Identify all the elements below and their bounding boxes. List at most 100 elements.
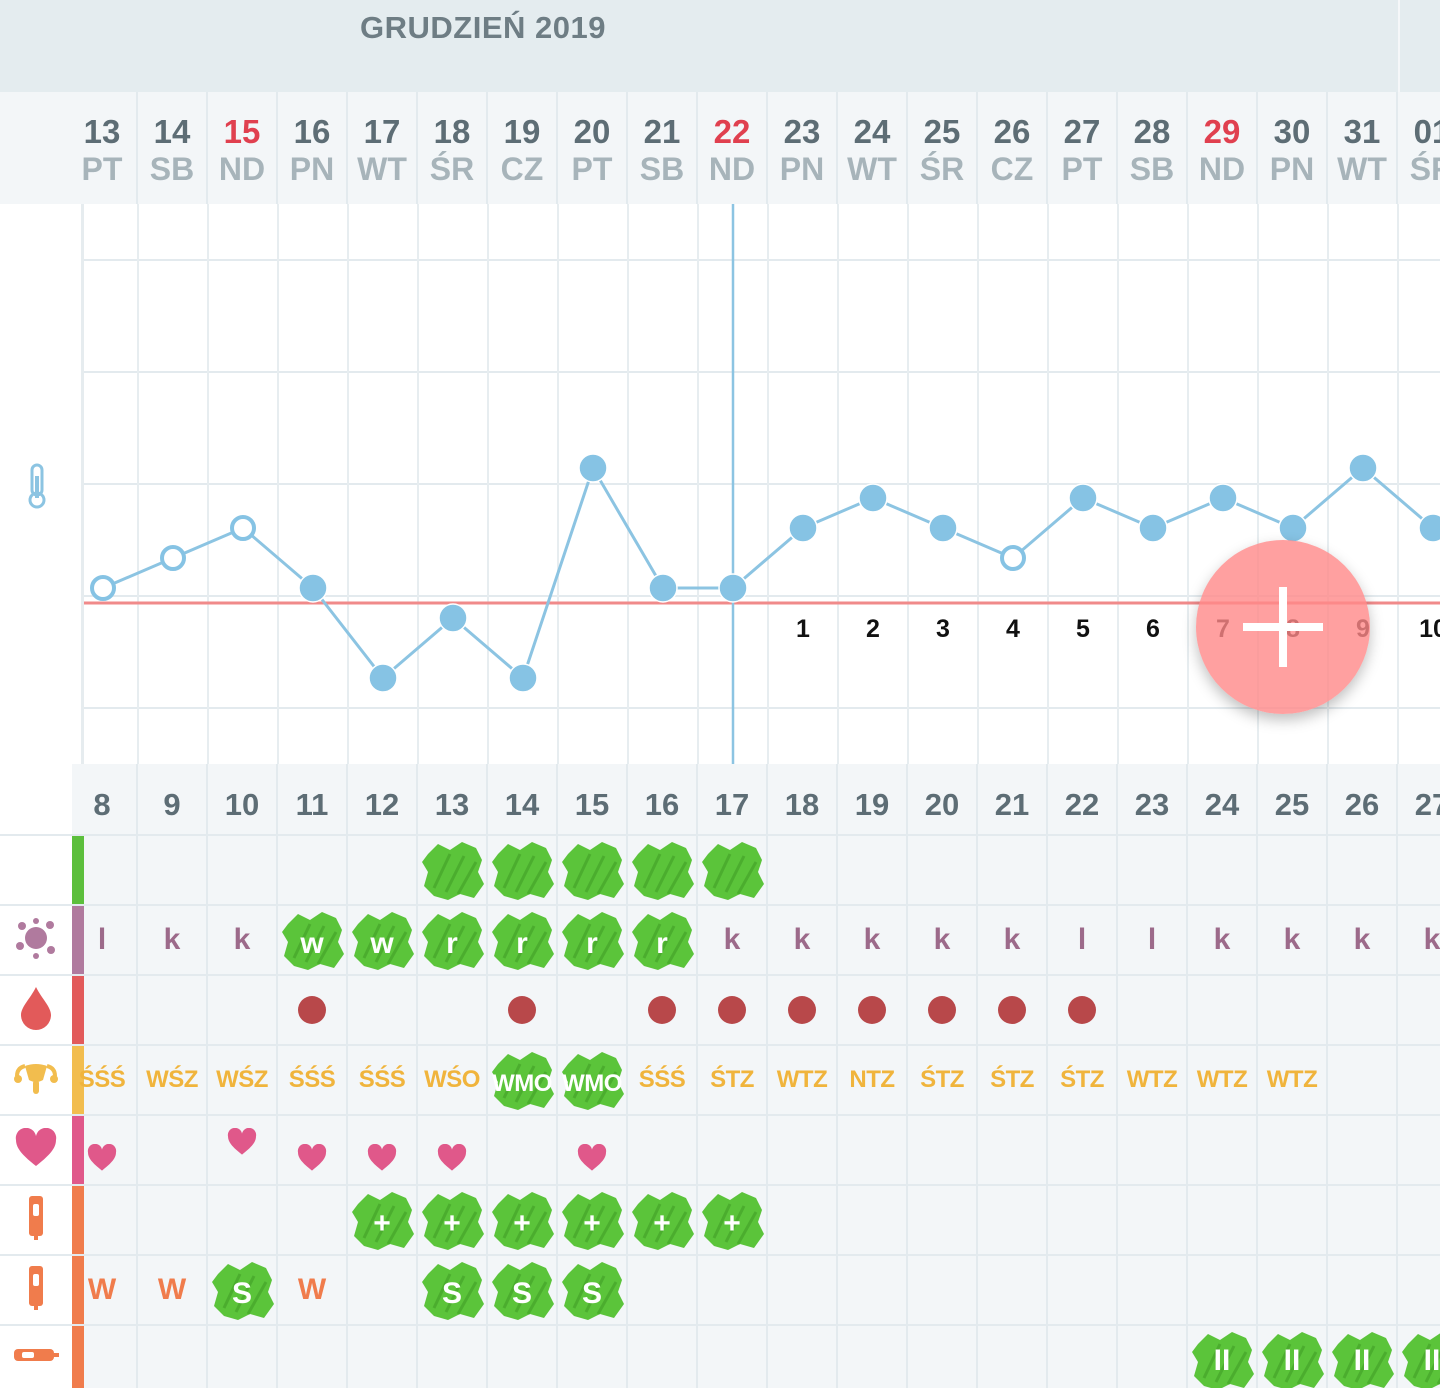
date-cell[interactable]: 18 ŚR	[418, 92, 488, 204]
temperature-point[interactable]	[90, 575, 116, 601]
date-cell[interactable]: 23 PN	[768, 92, 838, 204]
date-cell[interactable]: 24 WT	[838, 92, 908, 204]
parameter-cell[interactable]: +	[698, 1186, 768, 1254]
temperature-point[interactable]	[928, 513, 958, 543]
parameter-cell[interactable]	[68, 1326, 138, 1388]
parameter-cell[interactable]	[348, 1256, 418, 1324]
parameter-cell[interactable]	[978, 1326, 1048, 1388]
temperature-point[interactable]	[508, 663, 538, 693]
parameter-cell[interactable]	[1398, 1116, 1440, 1184]
parameter-cell[interactable]: W	[278, 1256, 348, 1324]
parameter-cell[interactable]	[138, 836, 208, 904]
parameter-cell[interactable]	[278, 1116, 348, 1184]
parameter-cell[interactable]	[768, 836, 838, 904]
temperature-point[interactable]	[1348, 453, 1378, 483]
parameter-cell[interactable]: ŚTZ	[908, 1046, 978, 1114]
parameter-label[interactable]	[0, 976, 72, 1044]
parameter-cell[interactable]	[348, 1326, 418, 1388]
date-cell[interactable]: 25 ŚR	[908, 92, 978, 204]
parameter-cell[interactable]	[1048, 1326, 1118, 1388]
parameter-cell[interactable]	[138, 1116, 208, 1184]
parameter-cell[interactable]: k	[1328, 906, 1398, 974]
parameter-label[interactable]	[0, 1186, 72, 1254]
parameter-cell[interactable]	[838, 976, 908, 1044]
parameter-cell[interactable]	[1258, 1186, 1328, 1254]
parameter-cell[interactable]: k	[838, 906, 908, 974]
parameter-cell[interactable]: r	[418, 906, 488, 974]
parameter-cell[interactable]	[488, 1326, 558, 1388]
date-cell[interactable]: 27 PT	[1048, 92, 1118, 204]
parameter-cell[interactable]	[1328, 1186, 1398, 1254]
parameter-cell[interactable]: +	[418, 1186, 488, 1254]
parameter-cell[interactable]: k	[1258, 906, 1328, 974]
temperature-point[interactable]	[648, 573, 678, 603]
parameter-cell[interactable]	[838, 836, 908, 904]
parameter-cell[interactable]: +	[488, 1186, 558, 1254]
temperature-point[interactable]	[858, 483, 888, 513]
parameter-label[interactable]	[0, 906, 72, 974]
parameter-cell[interactable]: WŚZ	[208, 1046, 278, 1114]
parameter-cell[interactable]: WTZ	[1188, 1046, 1258, 1114]
parameter-cell[interactable]	[1258, 836, 1328, 904]
parameter-cell[interactable]: WMO	[488, 1046, 558, 1114]
parameter-cell[interactable]	[1188, 1186, 1258, 1254]
temperature-point[interactable]	[1278, 513, 1308, 543]
parameter-cell[interactable]	[838, 1116, 908, 1184]
parameter-cell[interactable]	[278, 836, 348, 904]
parameter-cell[interactable]	[1328, 1256, 1398, 1324]
parameter-cell[interactable]	[908, 836, 978, 904]
parameter-cell[interactable]	[1398, 1256, 1440, 1324]
date-cell[interactable]: 01ŚR	[1398, 92, 1440, 204]
parameter-cell[interactable]	[1328, 1046, 1398, 1114]
date-cell[interactable]: 22 ND	[698, 92, 768, 204]
parameter-cell[interactable]	[558, 1326, 628, 1388]
parameter-cell[interactable]	[698, 1116, 768, 1184]
parameter-cell[interactable]	[628, 1256, 698, 1324]
parameter-cell[interactable]	[1328, 1116, 1398, 1184]
parameter-cell[interactable]	[838, 1326, 908, 1388]
parameter-cell[interactable]: II	[1188, 1326, 1258, 1388]
parameter-label[interactable]	[0, 1256, 72, 1324]
temperature-point[interactable]	[1000, 545, 1026, 571]
parameter-cell[interactable]: ŚTZ	[978, 1046, 1048, 1114]
parameter-cell[interactable]	[138, 1186, 208, 1254]
parameter-cell[interactable]: II	[1328, 1326, 1398, 1388]
parameter-cell[interactable]	[1188, 1116, 1258, 1184]
parameter-cell[interactable]	[418, 836, 488, 904]
parameter-cell[interactable]: NTZ	[838, 1046, 908, 1114]
parameter-cell[interactable]	[418, 976, 488, 1044]
parameter-cell[interactable]	[68, 836, 138, 904]
parameter-cell[interactable]	[768, 1186, 838, 1254]
parameter-cell[interactable]	[1048, 1186, 1118, 1254]
date-cell[interactable]: 19 CZ	[488, 92, 558, 204]
parameter-cell[interactable]: ŚŚŚ	[628, 1046, 698, 1114]
parameter-cell[interactable]: k	[698, 906, 768, 974]
date-cell[interactable]: 31 WT	[1328, 92, 1398, 204]
parameter-cell[interactable]: k	[978, 906, 1048, 974]
parameter-cell[interactable]	[348, 976, 418, 1044]
parameter-cell[interactable]	[698, 1256, 768, 1324]
parameter-cell[interactable]: WMO	[558, 1046, 628, 1114]
parameter-cell[interactable]: S	[558, 1256, 628, 1324]
parameter-cell[interactable]	[278, 1326, 348, 1388]
parameter-cell[interactable]	[68, 1116, 138, 1184]
parameter-cell[interactable]	[68, 976, 138, 1044]
parameter-cell[interactable]: W	[138, 1256, 208, 1324]
parameter-cell[interactable]	[838, 1256, 908, 1324]
parameter-cell[interactable]	[698, 1326, 768, 1388]
parameter-cell[interactable]	[208, 1326, 278, 1388]
parameter-label[interactable]	[0, 836, 72, 904]
parameter-cell[interactable]	[488, 1116, 558, 1184]
date-cell[interactable]: 26 CZ	[978, 92, 1048, 204]
add-entry-button[interactable]	[1196, 540, 1370, 714]
date-cell[interactable]: 16 PN	[278, 92, 348, 204]
parameter-cell[interactable]	[558, 836, 628, 904]
parameter-cell[interactable]: ŚTZ	[1048, 1046, 1118, 1114]
parameter-cell[interactable]	[1328, 836, 1398, 904]
temperature-point[interactable]	[718, 573, 748, 603]
parameter-cell[interactable]: k	[768, 906, 838, 974]
parameter-cell[interactable]	[208, 836, 278, 904]
date-cell[interactable]: 20 PT	[558, 92, 628, 204]
temperature-point[interactable]	[438, 603, 468, 633]
parameter-cell[interactable]	[698, 836, 768, 904]
